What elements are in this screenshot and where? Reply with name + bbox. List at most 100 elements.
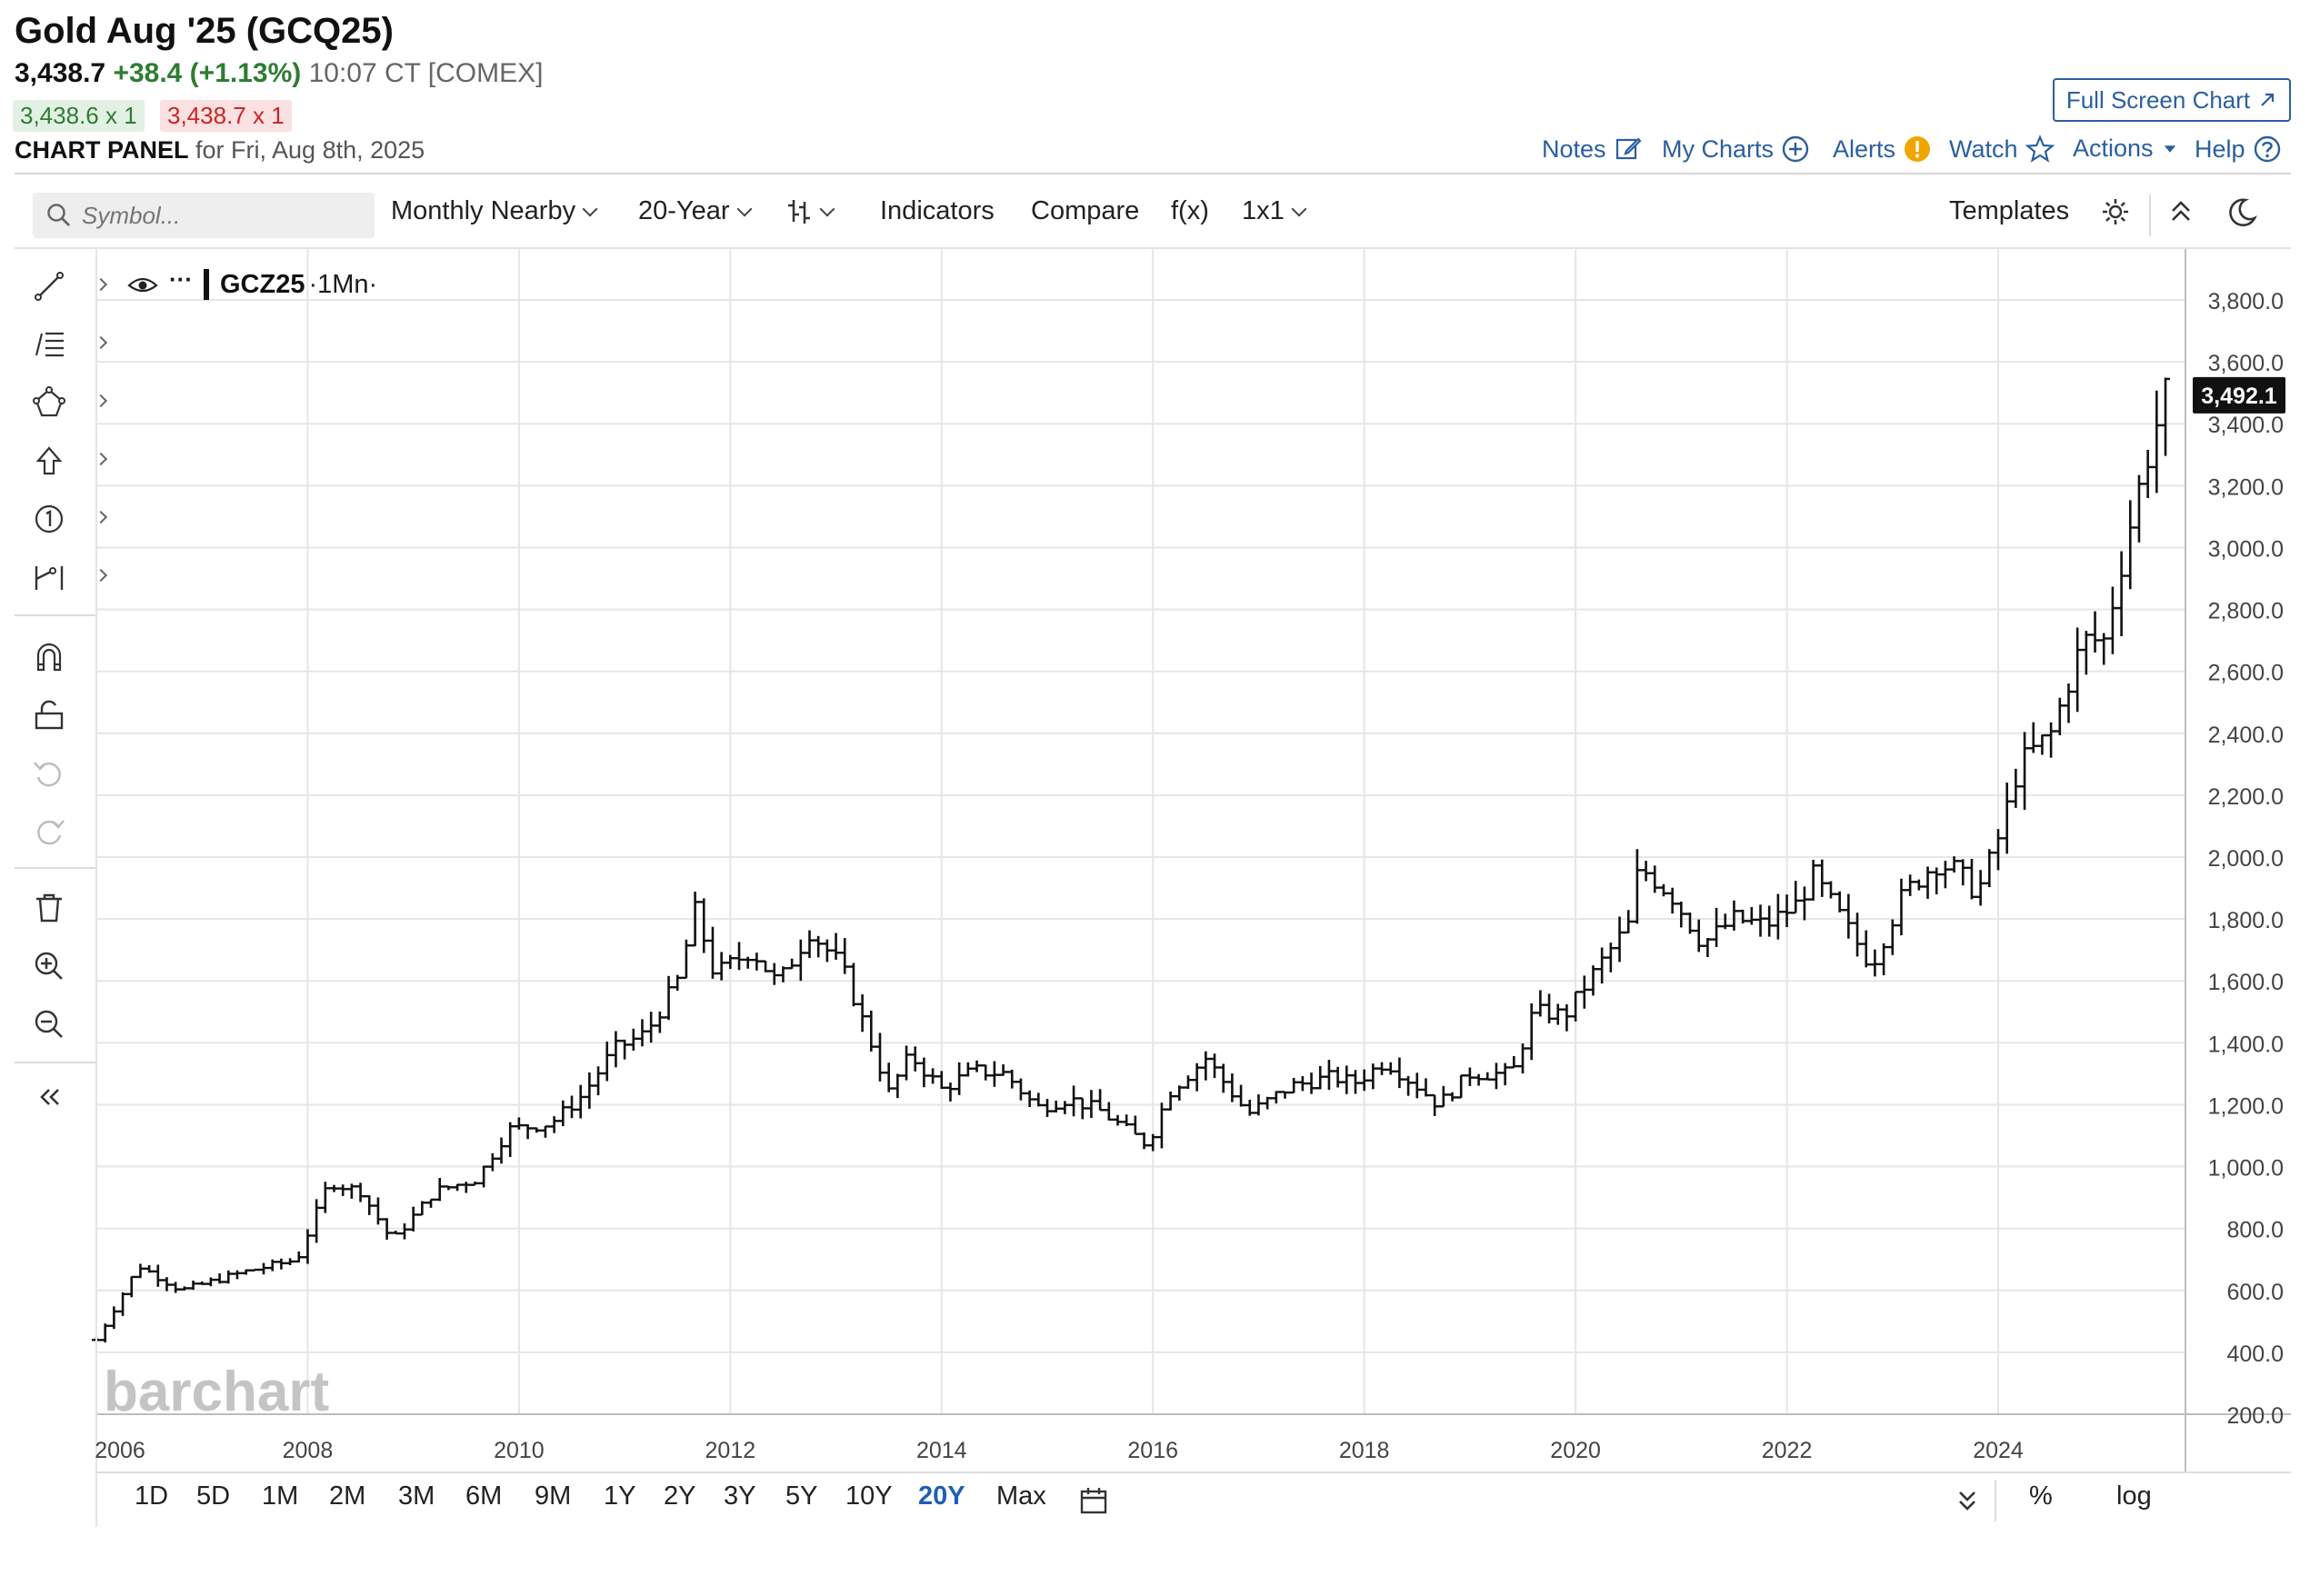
range-button-max[interactable]: Max [996, 1481, 1046, 1511]
zoom-out-button[interactable] [31, 1002, 89, 1047]
ohlc-bar [109, 1306, 119, 1330]
aggregation-dropdown[interactable]: Monthly Nearby [391, 196, 598, 226]
ohlc-bar [1368, 1063, 1378, 1090]
ohlc-bar [2099, 633, 2109, 665]
ohlc-bar [2037, 733, 2047, 755]
fibonacci-tool[interactable] [31, 322, 108, 367]
watch-link[interactable]: Watch [1949, 135, 2055, 164]
more-options-icon[interactable]: ··· [169, 264, 193, 293]
range-button-1m[interactable]: 1M [262, 1481, 299, 1511]
ohlc-bar [1658, 883, 1668, 897]
plus-circle-icon [1782, 135, 1809, 163]
dark-mode-toggle[interactable] [2225, 196, 2258, 229]
ohlc-bar [1342, 1065, 1352, 1094]
ohlc-bar [2125, 500, 2135, 590]
range-button-3m[interactable]: 3M [398, 1481, 435, 1511]
chart-toolbar: Monthly Nearby 20-Year Indicators Compar… [15, 187, 2291, 247]
magnet-tool[interactable] [31, 634, 89, 680]
ohlc-bar [382, 1218, 392, 1240]
ohlc-bar [1545, 993, 1555, 1023]
chart-type-dropdown[interactable] [785, 196, 835, 227]
range-button-5d[interactable]: 5D [196, 1481, 231, 1511]
fibonacci-icon [35, 332, 64, 357]
zoom-in-button[interactable] [31, 943, 89, 989]
price-change: +38.4 (+1.13%) [113, 58, 302, 88]
ohlc-bar [232, 1270, 242, 1280]
ohlc-bar [787, 958, 797, 970]
ohlc-bar [673, 974, 683, 991]
ohlc-bar [1412, 1072, 1422, 1099]
calendar-icon[interactable] [1078, 1485, 1109, 1516]
x-tick-label: 2010 [494, 1438, 545, 1463]
x-tick-label: 2024 [1973, 1438, 2024, 1463]
ohlc-bar [1377, 1062, 1387, 1075]
range-button-20y[interactable]: 20Y [918, 1481, 965, 1511]
gear-icon [2103, 199, 2128, 224]
notes-link[interactable]: Notes [1542, 135, 1643, 164]
shapes-tool[interactable] [31, 380, 108, 425]
collapse-header-button[interactable] [2167, 196, 2195, 227]
label-tool[interactable] [31, 496, 108, 542]
ohlc-bar [1404, 1075, 1414, 1096]
search-input[interactable] [80, 200, 356, 231]
redo-button[interactable] [31, 809, 89, 854]
indicators-button[interactable]: Indicators [880, 196, 995, 226]
double-chevron-down-icon[interactable] [1949, 1483, 1985, 1520]
trendline-tool[interactable] [31, 264, 108, 309]
y-tick-label: 600.0 [2226, 1280, 2284, 1305]
ohlc-bar [1271, 1091, 1281, 1104]
ohlc-bar [2152, 390, 2162, 494]
ohlc-bar [1932, 867, 1942, 894]
ohlc-bar [910, 1046, 920, 1072]
ohlc-bar [188, 1280, 198, 1291]
ohlc-bar [1183, 1075, 1193, 1090]
range-button-2y[interactable]: 2Y [664, 1481, 696, 1511]
undo-button[interactable] [31, 751, 89, 796]
range-button-5y[interactable]: 5Y [785, 1481, 818, 1511]
ohlc-bar [162, 1277, 172, 1292]
y-tick-label: 1,600.0 [2208, 970, 2284, 995]
templates-button[interactable]: Templates [1949, 196, 2069, 226]
alerts-link[interactable]: Alerts [1833, 135, 1932, 164]
actions-menu[interactable]: Actions [2073, 135, 2179, 163]
y-tick-label: 3,800.0 [2208, 289, 2284, 314]
y-tick-label: 2,800.0 [2208, 599, 2284, 624]
my-charts-link[interactable]: My Charts [1662, 135, 1810, 164]
percent-scale-toggle[interactable]: % [2029, 1481, 2053, 1511]
legend-interval: ·1Mn· [308, 269, 378, 299]
range-button-9m[interactable]: 9M [535, 1481, 572, 1511]
period-dropdown[interactable]: 20-Year [638, 196, 753, 226]
help-link[interactable]: Help [2195, 135, 2282, 164]
ohlc-bar [805, 930, 815, 959]
ohlc-bar [831, 933, 841, 960]
ohlc-bar [2011, 768, 2021, 808]
ohlc-bar [936, 1071, 946, 1090]
range-button-1y[interactable]: 1Y [604, 1481, 636, 1511]
ohlc-bar [2002, 783, 2012, 854]
function-button[interactable]: f(x) [1171, 196, 1209, 226]
range-button-6m[interactable]: 6M [465, 1481, 503, 1511]
ohlc-bar [1043, 1099, 1052, 1118]
settings-button[interactable] [2100, 196, 2131, 227]
log-scale-toggle[interactable]: log [2116, 1481, 2152, 1511]
range-button-3y[interactable]: 3Y [724, 1481, 756, 1511]
ohlc-bar [1879, 943, 1889, 976]
ohlc-bar [769, 963, 779, 985]
lock-drawings-tool[interactable] [31, 693, 89, 738]
ohlc-bar [276, 1258, 286, 1270]
arrow-tool[interactable] [31, 438, 108, 484]
delete-drawings-button[interactable] [31, 885, 89, 931]
measure-tool[interactable] [31, 554, 108, 600]
range-button-10y[interactable]: 10Y [845, 1481, 893, 1511]
ohlc-bar [1175, 1085, 1185, 1101]
layout-dropdown[interactable]: 1x1 [1242, 196, 1307, 226]
ohlc-bar [1553, 1003, 1563, 1025]
symbol-search[interactable] [33, 193, 375, 238]
compare-button[interactable]: Compare [1031, 196, 1139, 226]
collapse-sidebar-button[interactable] [31, 1074, 89, 1120]
range-button-1d[interactable]: 1D [135, 1481, 169, 1511]
chart-legend[interactable]: ··· GCZ25 ·1Mn· [127, 265, 378, 300]
range-button-2m[interactable]: 2M [329, 1481, 366, 1511]
full-screen-chart-button[interactable]: Full Screen Chart [2053, 78, 2291, 122]
